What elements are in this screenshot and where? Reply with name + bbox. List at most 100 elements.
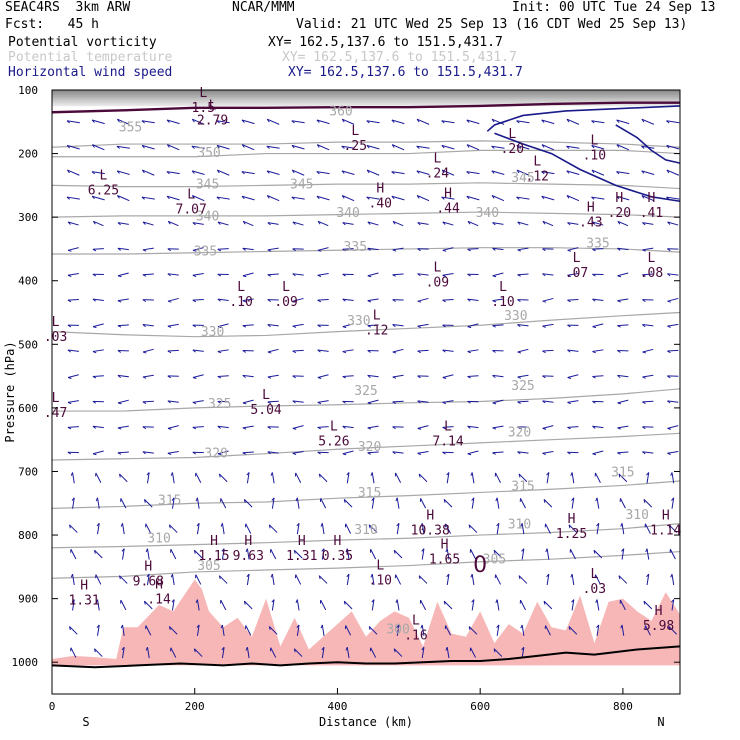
wind-vector — [571, 472, 575, 484]
wind-vector-head — [545, 548, 548, 553]
wind-vector — [643, 499, 653, 508]
wind-vector — [192, 400, 204, 403]
wind-vector-head — [168, 626, 171, 631]
field-wind-xy: XY= 162.5,137.6 to 151.5,431.7 — [288, 65, 523, 80]
wind-vector-head — [170, 573, 173, 578]
wind-vector-head — [117, 222, 121, 226]
wind-vector — [542, 451, 554, 454]
pv-extremum-value: .03 — [44, 330, 67, 345]
pv-extremum-type: H — [376, 181, 384, 196]
x-axis-label: Distance (km) — [319, 715, 413, 729]
wind-vector-head — [291, 196, 295, 200]
wind-vector — [566, 170, 580, 175]
wind-vector — [541, 171, 555, 175]
wind-vector — [367, 298, 379, 302]
wind-vector-head — [566, 118, 570, 123]
wind-vector — [668, 524, 678, 533]
wind-vector-head — [618, 575, 621, 580]
wind-vector — [668, 626, 678, 635]
wind-vector-head — [542, 375, 546, 379]
pv-extremum-value: 5.26 — [318, 435, 349, 450]
wind-vector-head — [342, 273, 346, 277]
wind-vector-head — [367, 300, 372, 303]
wind-vector-head — [417, 300, 422, 303]
wind-vector-head — [193, 648, 196, 653]
wind-vector-head — [92, 273, 97, 277]
wind-vector-head — [467, 376, 471, 379]
wind-vector — [196, 599, 200, 611]
wind-vector — [291, 144, 305, 150]
wind-vector-head — [266, 195, 270, 199]
wind-vector — [546, 472, 550, 484]
wind-vector — [92, 450, 104, 455]
wind-vector — [318, 473, 328, 483]
wind-vector-head — [571, 497, 575, 501]
wind-vector-head — [321, 646, 325, 651]
wind-vector — [616, 171, 630, 175]
wind-vector-head — [546, 573, 550, 578]
pv-extremum-value: 1.65 — [429, 552, 460, 567]
wind-vector-head — [193, 550, 196, 554]
wind-vector — [446, 574, 450, 586]
wind-vector — [592, 425, 604, 429]
wind-vector-head — [96, 624, 100, 628]
wind-vector-head — [142, 299, 147, 302]
wind-vector-head — [292, 221, 296, 225]
wind-vector-head — [246, 573, 250, 578]
wind-vector — [392, 273, 404, 276]
wind-vector — [491, 170, 505, 175]
wind-vector-head — [366, 169, 370, 174]
wind-vector — [266, 145, 280, 149]
wind-vector-head — [667, 221, 671, 225]
wind-vector-head — [541, 119, 545, 123]
pv-extremum-value: .47 — [44, 406, 67, 421]
wind-vector-head — [69, 524, 71, 529]
wind-vector-head — [391, 119, 395, 123]
wind-vector-head — [117, 247, 121, 251]
wind-vector-head — [643, 600, 646, 605]
wind-vector-head — [516, 145, 520, 149]
wind-vector — [196, 523, 200, 535]
wind-vector-head — [441, 120, 445, 124]
wind-vector — [471, 574, 475, 586]
wind-vector — [169, 524, 178, 533]
theta-contour-325 — [52, 388, 681, 412]
wind-vector-head — [267, 401, 272, 404]
wind-vector-head — [542, 400, 546, 404]
wind-vector — [271, 497, 275, 509]
wind-vector-head — [667, 400, 671, 404]
theta-label: 310 — [508, 518, 531, 533]
wind-vector-head — [242, 452, 247, 455]
wind-vector — [592, 375, 604, 377]
wind-vector — [491, 195, 505, 202]
wind-vector — [368, 626, 378, 635]
wind-vector-head — [443, 600, 446, 605]
wind-vector — [70, 647, 77, 658]
wind-vector — [242, 425, 254, 429]
wind-vector — [541, 195, 555, 201]
wind-vector-head — [241, 171, 245, 175]
wind-vector-head — [242, 247, 246, 251]
wind-vector-head — [442, 401, 447, 405]
wind-vector-head — [316, 195, 320, 200]
wind-vector-head — [392, 451, 396, 455]
wind-vector-head — [196, 624, 200, 628]
wind-vector — [621, 624, 625, 636]
wind-vector — [92, 375, 104, 377]
wind-vector — [542, 323, 554, 327]
pv-extremum-value: .10 — [491, 295, 514, 310]
wind-vector-head — [167, 452, 172, 456]
wind-vector-head — [221, 646, 225, 651]
wind-vector — [70, 548, 77, 560]
header-init: Init: 00 UTC Tue 24 Sep 13 — [512, 0, 716, 15]
pv-extremum-type: L — [282, 280, 290, 295]
wind-vector — [542, 400, 554, 403]
wind-vector-head — [343, 600, 346, 605]
model-top-shade — [52, 102, 680, 105]
wind-vector — [442, 426, 454, 428]
wind-vector — [317, 426, 329, 428]
wind-vector-head — [118, 473, 121, 478]
wind-vector — [642, 400, 654, 403]
theta-label: 315 — [611, 466, 634, 481]
wind-vector-head — [192, 299, 197, 303]
